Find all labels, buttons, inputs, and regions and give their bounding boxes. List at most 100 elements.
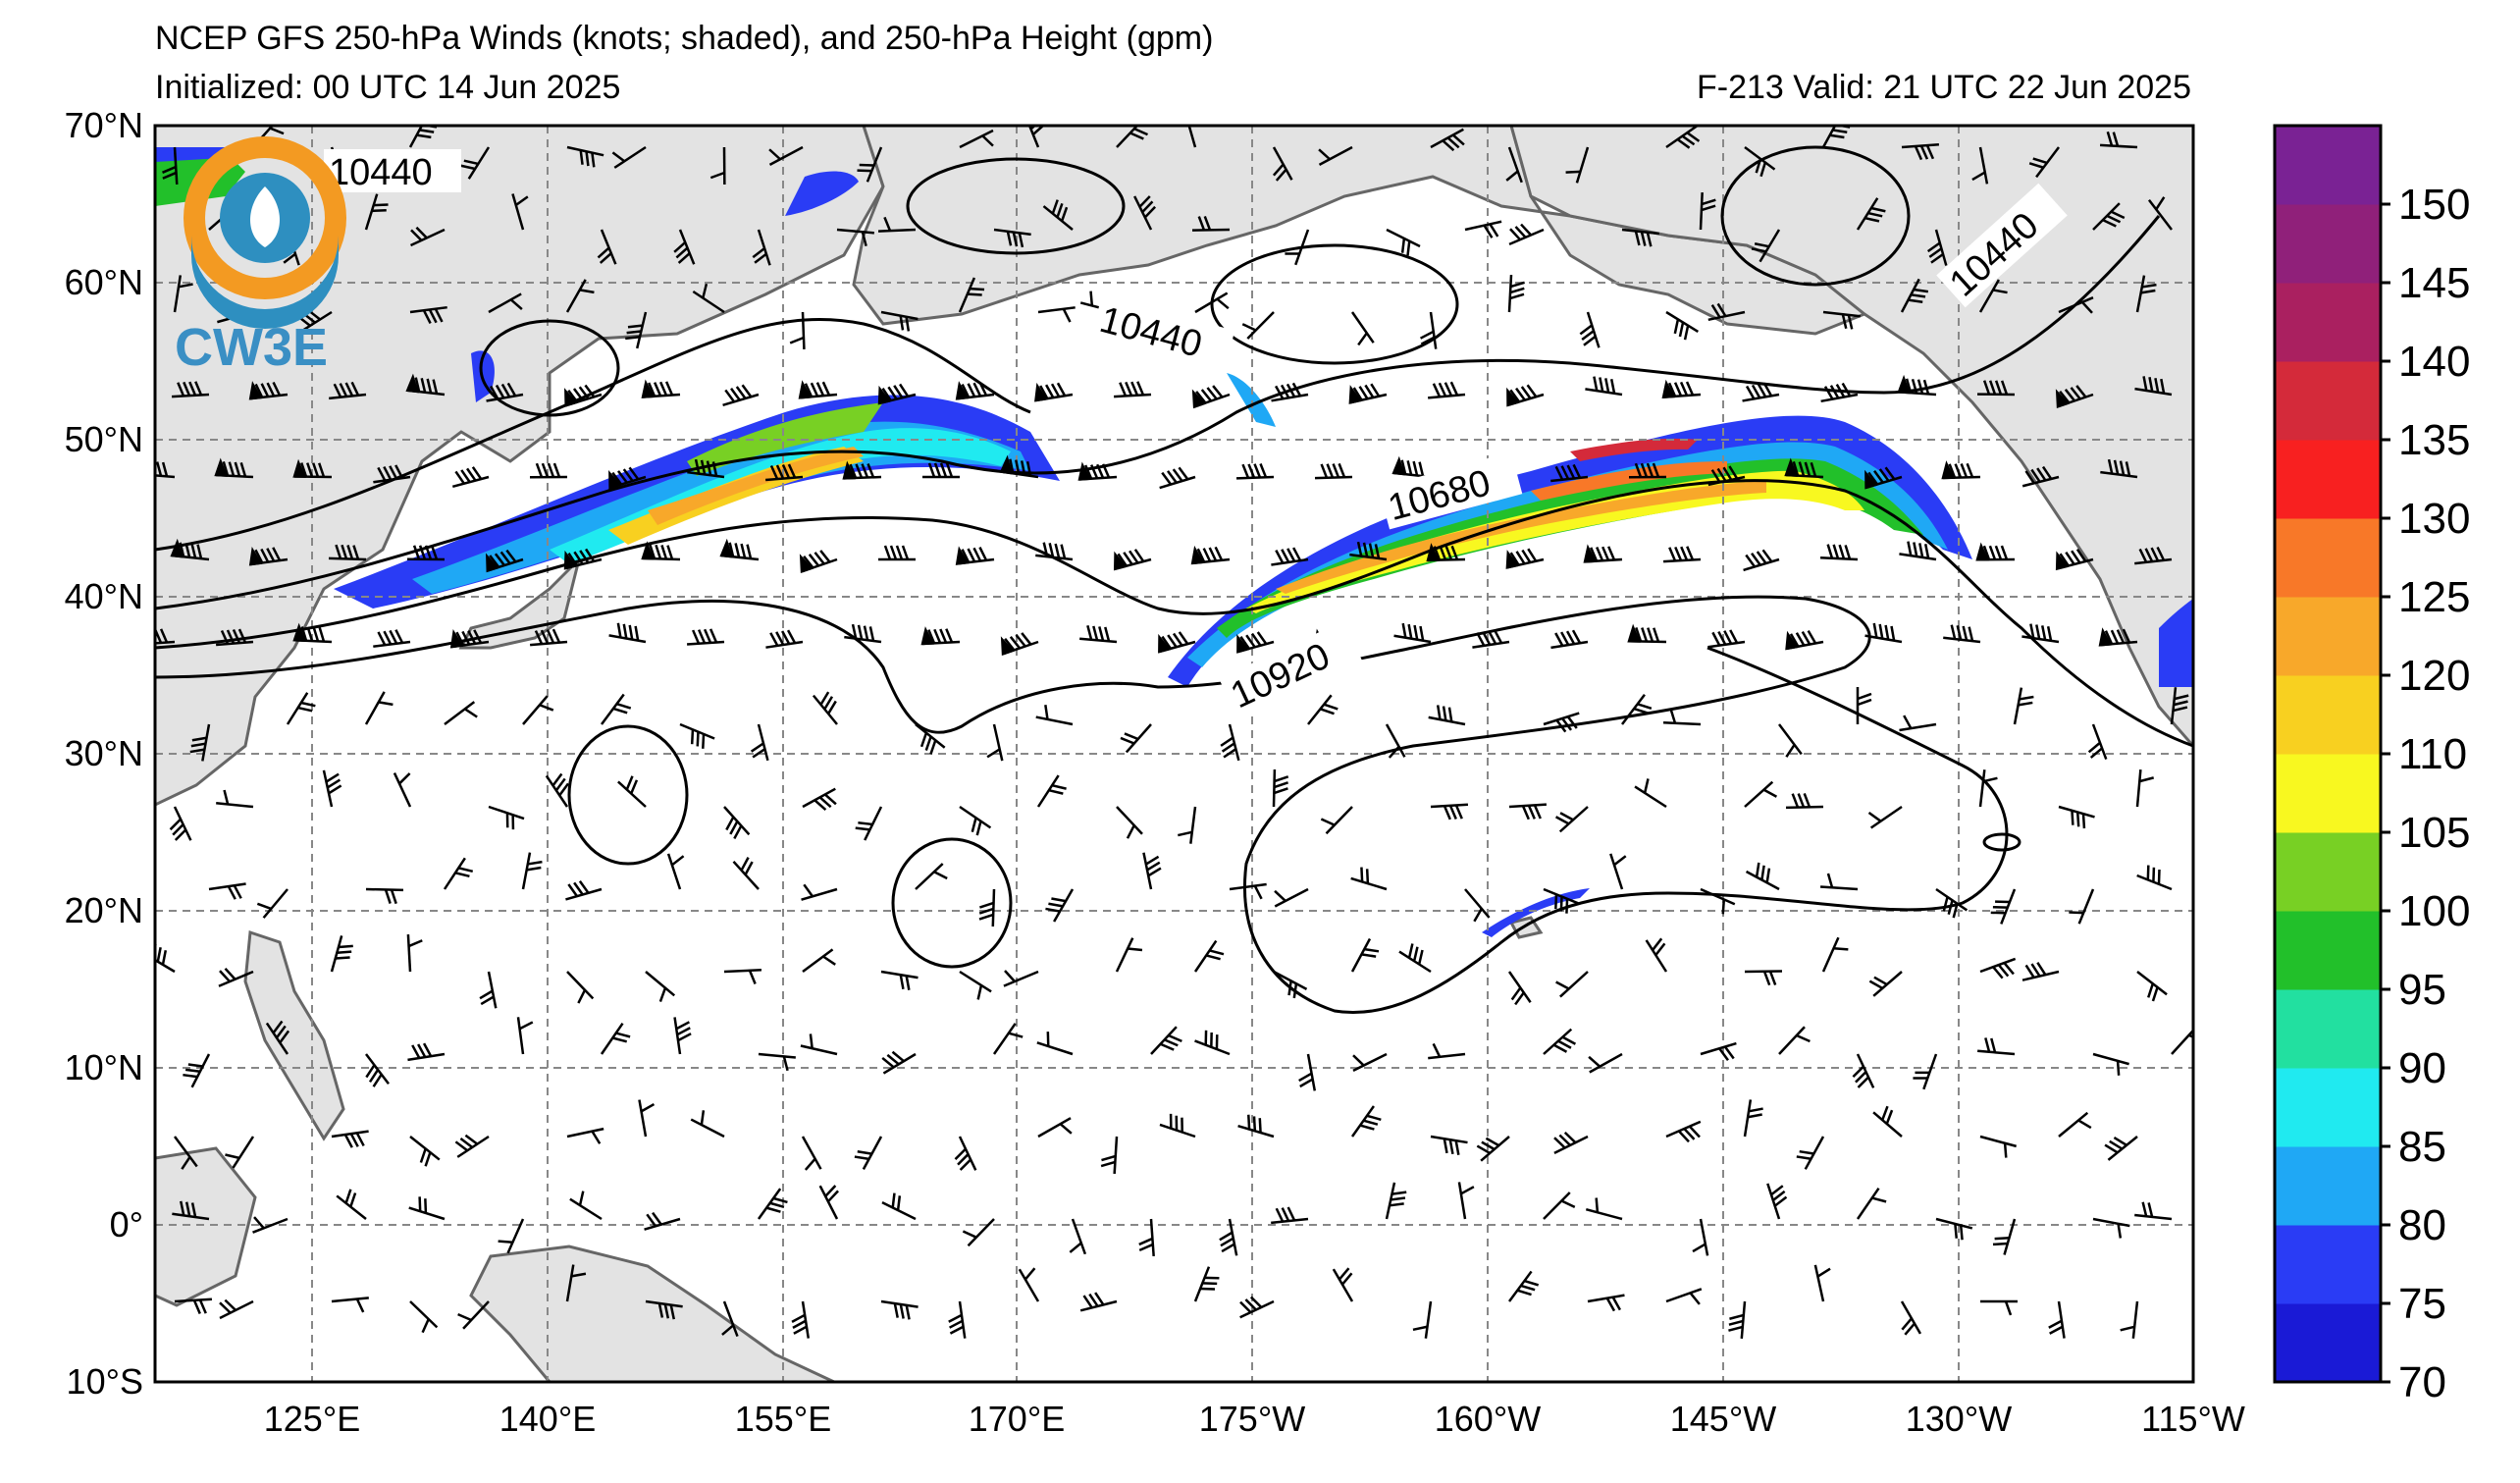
wind-barb bbox=[1220, 723, 1240, 762]
wind-barb bbox=[958, 277, 985, 313]
wind-barb bbox=[2092, 1052, 2129, 1076]
wind-barb bbox=[721, 1300, 739, 1337]
wind-barb bbox=[1692, 1218, 1709, 1256]
wind-barb bbox=[248, 546, 289, 566]
lat-label: 10°S bbox=[67, 1361, 143, 1402]
wind-barb bbox=[569, 1191, 603, 1221]
wind-barb bbox=[292, 458, 333, 479]
colorbar-label: 85 bbox=[2398, 1123, 2446, 1171]
wind-barb bbox=[1555, 971, 1589, 998]
wind-barb bbox=[959, 805, 992, 836]
wind-barb bbox=[1813, 1264, 1831, 1302]
wind-barb bbox=[2048, 1300, 2066, 1339]
contour-label-bg bbox=[1378, 451, 1523, 530]
wind-barb bbox=[1935, 1217, 1973, 1241]
wind-barb bbox=[1412, 1300, 1433, 1339]
wind-barb bbox=[768, 145, 804, 166]
colorbar-swatch bbox=[2275, 597, 2381, 676]
wind-barb bbox=[252, 1216, 289, 1234]
wind-barb bbox=[1314, 462, 1353, 480]
wind-barb bbox=[409, 1300, 439, 1334]
wind-barb bbox=[444, 701, 478, 725]
colorbar-label: 110 bbox=[2398, 730, 2467, 778]
wind-barb bbox=[1115, 937, 1143, 973]
wind-barb bbox=[530, 628, 568, 647]
wind-barb bbox=[488, 805, 525, 830]
wind-barb bbox=[880, 310, 919, 332]
wind-barb bbox=[1979, 1299, 2019, 1316]
colorbar-label: 140 bbox=[2398, 338, 2470, 386]
wind-barb bbox=[1700, 887, 1736, 915]
wind-barb bbox=[1979, 1135, 2018, 1158]
contour-line bbox=[906, 157, 1126, 255]
wind-barb bbox=[1194, 291, 1230, 314]
wind-barb bbox=[1035, 542, 1074, 561]
wind-barb bbox=[169, 806, 192, 841]
wind-barb bbox=[216, 789, 254, 809]
wind-barb bbox=[566, 971, 595, 1004]
wind-barb bbox=[454, 1134, 490, 1158]
colorbar-label: 145 bbox=[2398, 259, 2470, 307]
wind-barb bbox=[1662, 709, 1702, 726]
wind-barb bbox=[1350, 311, 1375, 346]
colorbar-swatch bbox=[2275, 361, 2381, 441]
wind-barb bbox=[1272, 768, 1289, 808]
wind-barb bbox=[1728, 1300, 1747, 1339]
wind-barb bbox=[1150, 1026, 1182, 1055]
lon-label: 175°W bbox=[1199, 1399, 1305, 1439]
wind-barb bbox=[1398, 943, 1432, 974]
wind-barb bbox=[208, 882, 246, 900]
wind-barb bbox=[1707, 302, 1746, 322]
wind-barb bbox=[1183, 126, 1197, 148]
wind-barb bbox=[1943, 624, 1981, 644]
wind-barb bbox=[1113, 549, 1152, 571]
wind-barb bbox=[443, 857, 474, 890]
wind-barb bbox=[877, 545, 917, 561]
contour-label: 10440 bbox=[329, 152, 433, 193]
wind-barb bbox=[1553, 1131, 1589, 1154]
wind-barb bbox=[292, 622, 333, 644]
wind-barb bbox=[1352, 1052, 1388, 1073]
wind-barb bbox=[511, 193, 529, 231]
wind-barb bbox=[608, 466, 647, 490]
wind-barb bbox=[1900, 1300, 1922, 1336]
wind-barb bbox=[406, 933, 423, 973]
wind-barb bbox=[405, 373, 446, 397]
wind-barb bbox=[1913, 1053, 1938, 1090]
wind-barb bbox=[1864, 622, 1903, 644]
wind-barb bbox=[409, 1136, 441, 1167]
wind-barb bbox=[1935, 887, 1969, 919]
wind-barb bbox=[1707, 465, 1746, 487]
wind-barb bbox=[162, 146, 179, 185]
wind-barb bbox=[545, 772, 570, 808]
wind-barb bbox=[641, 541, 681, 561]
wind-barb bbox=[2100, 458, 2138, 479]
colorbar-label: 105 bbox=[2398, 809, 2470, 857]
wind-barb bbox=[1348, 383, 1388, 404]
colorbar-swatch bbox=[2275, 126, 2381, 205]
wind-barb bbox=[842, 460, 882, 480]
wind-barb bbox=[1554, 806, 1589, 833]
lon-label: 160°W bbox=[1435, 1399, 1541, 1439]
wind-barb bbox=[170, 538, 210, 561]
wind-barb bbox=[331, 1297, 369, 1313]
wind-barb bbox=[611, 145, 647, 169]
lon-label: 130°W bbox=[1906, 1399, 2012, 1439]
lat-label: 50°N bbox=[65, 419, 143, 459]
wind-barb bbox=[1744, 970, 1783, 986]
colorbar-swatch bbox=[2275, 1068, 2381, 1147]
wind-barb bbox=[286, 692, 316, 725]
wind-barb bbox=[1464, 220, 1502, 238]
wind-barb bbox=[2058, 296, 2094, 314]
wind-barb bbox=[1628, 462, 1667, 479]
contour-line bbox=[155, 479, 2193, 748]
wind-barb bbox=[1872, 1105, 1903, 1138]
wind-barb bbox=[1385, 1182, 1407, 1220]
colorbar-swatch bbox=[2275, 832, 2381, 912]
wind-barb bbox=[877, 383, 917, 405]
wind-barb bbox=[328, 544, 367, 561]
colorbar-swatch bbox=[2275, 204, 2381, 284]
wind-barb bbox=[451, 466, 490, 488]
wind-barb bbox=[723, 806, 751, 840]
wind-barb bbox=[1079, 625, 1118, 644]
